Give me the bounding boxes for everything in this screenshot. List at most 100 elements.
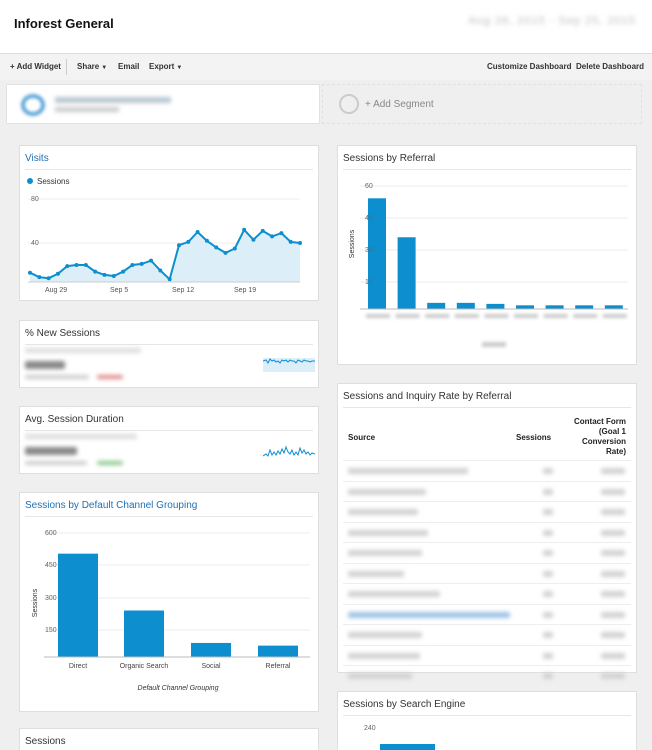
- table-row[interactable]: [343, 624, 631, 644]
- data-point[interactable]: [204, 238, 209, 243]
- x-tick-label: [602, 314, 627, 318]
- segment-all-sessions[interactable]: [6, 84, 320, 124]
- share-menu[interactable]: Share ▼: [77, 62, 107, 71]
- column-header-sessions[interactable]: Sessions: [516, 433, 552, 442]
- source-cell[interactable]: [348, 550, 422, 556]
- column-header-source[interactable]: Source: [348, 433, 376, 442]
- bar[interactable]: [368, 198, 386, 309]
- widget-title[interactable]: Avg. Session Duration: [25, 414, 124, 425]
- widget-title[interactable]: Sessions by Search Engine: [343, 699, 466, 710]
- source-cell[interactable]: [348, 611, 510, 618]
- data-point[interactable]: [232, 246, 237, 251]
- bar[interactable]: [191, 642, 231, 657]
- bar[interactable]: [545, 305, 564, 309]
- bar[interactable]: [380, 744, 435, 750]
- data-point[interactable]: [186, 239, 191, 244]
- table-row[interactable]: [343, 460, 631, 480]
- source-cell[interactable]: [348, 468, 468, 474]
- x-tick-label: Referral: [266, 663, 291, 670]
- source-cell[interactable]: [348, 652, 420, 659]
- table-row[interactable]: [343, 603, 631, 624]
- data-point[interactable]: [158, 268, 163, 273]
- data-point[interactable]: [74, 263, 79, 267]
- bar[interactable]: [575, 305, 594, 309]
- widget-title[interactable]: Visits: [25, 153, 49, 164]
- metric-change: [97, 375, 123, 379]
- data-point[interactable]: [37, 275, 42, 280]
- data-point[interactable]: [28, 270, 32, 275]
- widget-title[interactable]: Sessions by Referral: [343, 153, 436, 164]
- source-cell[interactable]: [348, 570, 404, 577]
- data-point[interactable]: [298, 241, 302, 245]
- y-axis-label: Sessions: [32, 588, 39, 617]
- data-point[interactable]: [130, 263, 135, 267]
- table-row[interactable]: [343, 501, 631, 521]
- add-widget-button[interactable]: + Add Widget: [10, 62, 61, 71]
- bar[interactable]: [516, 305, 534, 309]
- data-point[interactable]: [111, 274, 116, 278]
- sessions-cell: [543, 652, 553, 659]
- data-point[interactable]: [149, 258, 154, 263]
- bar[interactable]: [258, 645, 298, 657]
- bars-group: Direct Organic Search Social Referral: [58, 553, 298, 670]
- data-point[interactable]: [288, 239, 293, 244]
- data-point[interactable]: [242, 227, 247, 232]
- source-cell[interactable]: [348, 632, 422, 638]
- widget-new-sessions: % New Sessions: [19, 320, 319, 388]
- data-point[interactable]: [195, 230, 200, 234]
- chevron-down-icon: ▼: [176, 65, 183, 71]
- data-point[interactable]: [223, 250, 228, 255]
- data-point[interactable]: [260, 228, 265, 233]
- table-row[interactable]: [343, 542, 631, 562]
- bar[interactable]: [124, 610, 164, 658]
- widget-title[interactable]: % New Sessions: [25, 328, 101, 339]
- data-point[interactable]: [270, 234, 275, 239]
- data-point[interactable]: [251, 237, 256, 242]
- data-point[interactable]: [214, 245, 219, 250]
- widget-title[interactable]: Sessions and Inquiry Rate by Referral: [343, 391, 512, 402]
- share-label: Share: [77, 62, 100, 71]
- data-point[interactable]: [46, 276, 51, 281]
- table-row[interactable]: [343, 521, 631, 542]
- export-menu[interactable]: Export ▼: [149, 62, 182, 71]
- x-tick-label: [573, 314, 598, 318]
- column-header-conversion-rate[interactable]: Contact Form (Goal 1 Conversion Rate): [574, 417, 626, 456]
- bar[interactable]: [427, 302, 446, 309]
- source-cell[interactable]: [348, 673, 412, 679]
- y-tick-label: 45: [365, 215, 373, 222]
- source-cell[interactable]: [348, 529, 428, 536]
- x-tick-label: [514, 314, 538, 318]
- delete-dashboard-button[interactable]: Delete Dashboard: [576, 62, 645, 71]
- data-point[interactable]: [65, 264, 70, 269]
- customize-dashboard-button[interactable]: Customize Dashboard: [487, 62, 572, 71]
- data-point[interactable]: [55, 271, 60, 276]
- source-cell[interactable]: [348, 591, 440, 597]
- table-row[interactable]: [343, 583, 631, 603]
- widget-title[interactable]: Sessions: [25, 736, 66, 747]
- data-point[interactable]: [102, 272, 107, 277]
- data-point[interactable]: [121, 269, 126, 274]
- data-point[interactable]: [176, 243, 181, 248]
- table-row[interactable]: [343, 665, 631, 685]
- bar[interactable]: [486, 303, 505, 309]
- conversion-rate-cell: [601, 488, 625, 495]
- widget-title[interactable]: Sessions by Default Channel Grouping: [25, 500, 198, 511]
- bar[interactable]: [58, 553, 98, 657]
- date-range-picker[interactable]: Aug 26, 2015 - Sep 25, 2015: [468, 15, 636, 27]
- data-point[interactable]: [93, 269, 98, 274]
- table-row[interactable]: [343, 644, 631, 665]
- bar[interactable]: [397, 237, 416, 309]
- source-cell[interactable]: [348, 509, 418, 515]
- data-point[interactable]: [279, 231, 284, 236]
- x-tick-label: Organic Search: [120, 663, 169, 670]
- data-point[interactable]: [167, 277, 172, 282]
- email-button[interactable]: Email: [118, 62, 140, 71]
- bar[interactable]: [604, 305, 623, 309]
- add-segment-button[interactable]: + Add Segment: [322, 84, 642, 124]
- bar[interactable]: [456, 302, 475, 309]
- data-point[interactable]: [83, 263, 88, 267]
- source-cell[interactable]: [348, 488, 426, 495]
- data-point[interactable]: [139, 261, 144, 266]
- table-row[interactable]: [343, 562, 631, 583]
- table-row[interactable]: [343, 480, 631, 501]
